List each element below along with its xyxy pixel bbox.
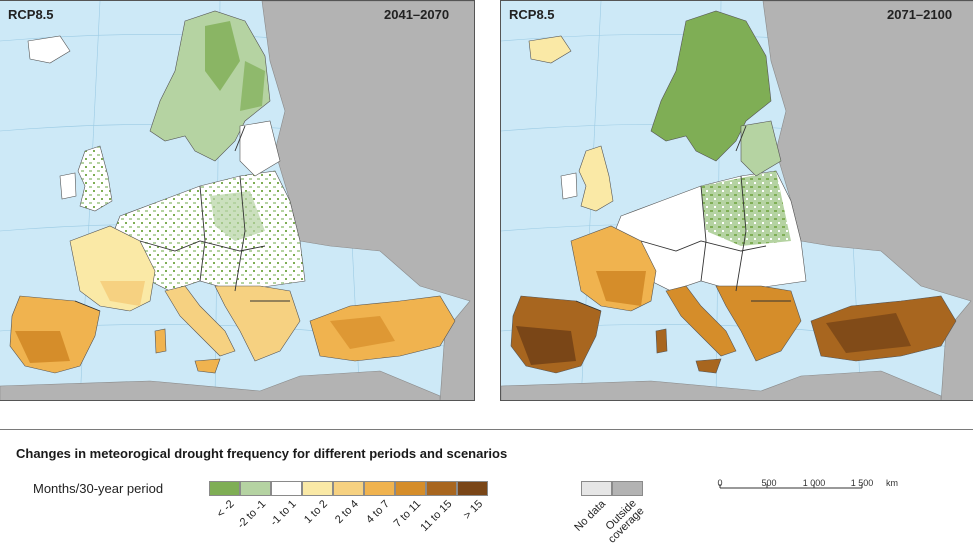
- legend-swatch: [426, 481, 457, 496]
- legend-swatch: [240, 481, 271, 496]
- legend-swatch: [333, 481, 364, 496]
- scenario-label: RCP8.5: [8, 7, 54, 22]
- legend-swatch: [581, 481, 612, 496]
- legend-class-label: -1 to 1: [268, 498, 299, 529]
- scale-tick-1000: 1 000: [803, 478, 826, 488]
- scale-tick-500: 500: [761, 478, 776, 488]
- legend-class-label: 4 to 7: [364, 498, 392, 526]
- outside-coverage-south: [501, 370, 942, 400]
- italy: [164, 285, 236, 357]
- legend-title: Changes in meteorogical drought frequenc…: [16, 446, 508, 461]
- outside-coverage-south: [0, 370, 441, 400]
- legend-class-label: 11 to 15: [417, 498, 454, 535]
- legend-class-label: > 15: [461, 498, 485, 522]
- legend-unit-label: Months/30-year period: [33, 481, 164, 496]
- baltics: [740, 120, 782, 177]
- sardinia: [655, 328, 668, 354]
- legend-swatch: [271, 481, 302, 496]
- legend-class-label: -2 to -1: [234, 498, 268, 532]
- baltics: [239, 120, 281, 177]
- sicily: [695, 358, 722, 374]
- great-britain: [578, 145, 614, 212]
- scenario-label: RCP8.5: [509, 7, 555, 22]
- legend-swatch: [395, 481, 426, 496]
- outside-coverage-east: [261, 1, 474, 400]
- iceland: [528, 35, 572, 64]
- legend-swatch: [612, 481, 643, 496]
- period-label: 2041–2070: [384, 7, 450, 22]
- map-europe-left: [0, 1, 474, 400]
- legend-class-label: 1 to 2: [302, 498, 330, 526]
- map-panel-2071-2100: RCP8.5 2071–2100: [500, 0, 973, 401]
- ireland: [59, 172, 77, 200]
- italy: [665, 285, 737, 357]
- map-europe-right: [501, 1, 973, 400]
- scandinavia: [149, 10, 271, 162]
- sardinia: [154, 328, 167, 354]
- scale-tick-0: 0: [717, 478, 722, 488]
- legend-swatch: [302, 481, 333, 496]
- legend-swatch: [364, 481, 395, 496]
- legend-class-label: < -2: [214, 498, 237, 521]
- legend-swatch: [209, 481, 240, 496]
- period-label: 2071–2100: [887, 7, 953, 22]
- scale-unit: km: [886, 478, 898, 488]
- scale-bar: 0 500 1 000 1 500 km: [717, 478, 898, 489]
- legend-swatch: [457, 481, 488, 496]
- sicily: [194, 358, 221, 374]
- balkans: [715, 285, 802, 362]
- outside-coverage-east: [762, 1, 973, 400]
- map-panel-2041-2070: RCP8.5 2041–2070: [0, 0, 475, 401]
- legend-class-label: 2 to 4: [333, 498, 361, 526]
- iceland: [27, 35, 71, 64]
- great-britain: [77, 145, 113, 212]
- scale-tick-1500: 1 500: [851, 478, 874, 488]
- scandinavia: [650, 10, 772, 162]
- legend-divider: [0, 429, 973, 430]
- balkans: [214, 285, 301, 362]
- ireland: [560, 172, 578, 200]
